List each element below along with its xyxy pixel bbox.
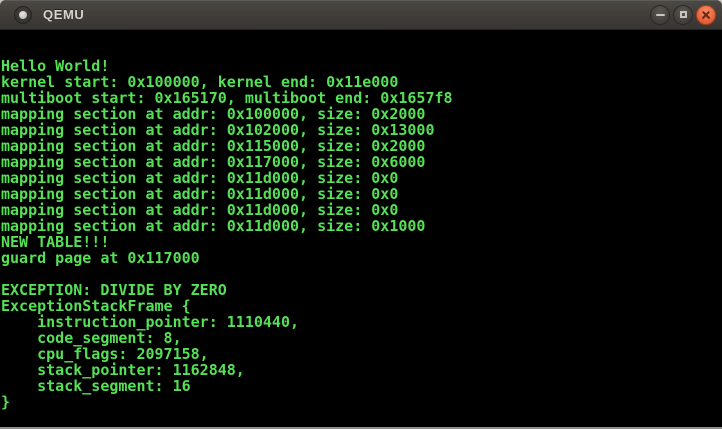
window-controls	[650, 4, 716, 25]
minimize-icon	[655, 13, 665, 16]
terminal-line: mapping section at addr: 0x11d000, size:…	[1, 217, 426, 235]
terminal-line: instruction_pointer: 1110440,	[1, 313, 300, 331]
terminal-line: mapping section at addr: 0x11d000, size:…	[1, 169, 399, 187]
close-button[interactable]	[696, 4, 716, 25]
terminal-line: kernel start: 0x100000, kernel end: 0x11…	[1, 73, 399, 91]
terminal-line	[1, 266, 722, 282]
terminal-line: stack_segment: 16	[1, 377, 191, 395]
terminal-line: ExceptionStackFrame {	[1, 297, 191, 315]
terminal-line: code_segment: 8,	[1, 329, 182, 347]
terminal-line: mapping section at addr: 0x115000, size:…	[1, 137, 426, 155]
window-menu-icon[interactable]	[14, 5, 32, 24]
terminal-line: guard page at 0x117000	[1, 249, 200, 267]
terminal-line: stack_pointer: 1162848,	[1, 361, 245, 379]
terminal-line: EXCEPTION: DIVIDE BY ZERO	[1, 281, 227, 299]
terminal-line: mapping section at addr: 0x117000, size:…	[1, 153, 426, 171]
terminal-screen[interactable]: Hello World! kernel start: 0x100000, kern…	[0, 30, 722, 427]
terminal-line: cpu_flags: 2097158,	[1, 345, 209, 363]
window-bottom-border	[0, 427, 722, 429]
terminal-line: mapping section at addr: 0x11d000, size:…	[1, 185, 399, 203]
minimize-button[interactable]	[650, 4, 670, 25]
window-menu-icon-dot	[19, 10, 27, 19]
window-title: QEMU	[43, 7, 85, 22]
close-icon	[701, 10, 711, 20]
maximize-button[interactable]	[673, 4, 693, 25]
terminal-line: mapping section at addr: 0x100000, size:…	[1, 105, 426, 123]
terminal-line: }	[1, 393, 11, 411]
title-bar[interactable]: QEMU	[0, 0, 722, 30]
terminal-line: multiboot start: 0x165170, multiboot end…	[1, 89, 453, 107]
maximize-icon	[679, 11, 687, 18]
terminal-line: Hello World!	[1, 57, 110, 75]
terminal-line: mapping section at addr: 0x11d000, size:…	[1, 201, 399, 219]
terminal-line: mapping section at addr: 0x102000, size:…	[1, 121, 435, 139]
terminal-line: NEW TABLE!!!	[1, 233, 110, 251]
